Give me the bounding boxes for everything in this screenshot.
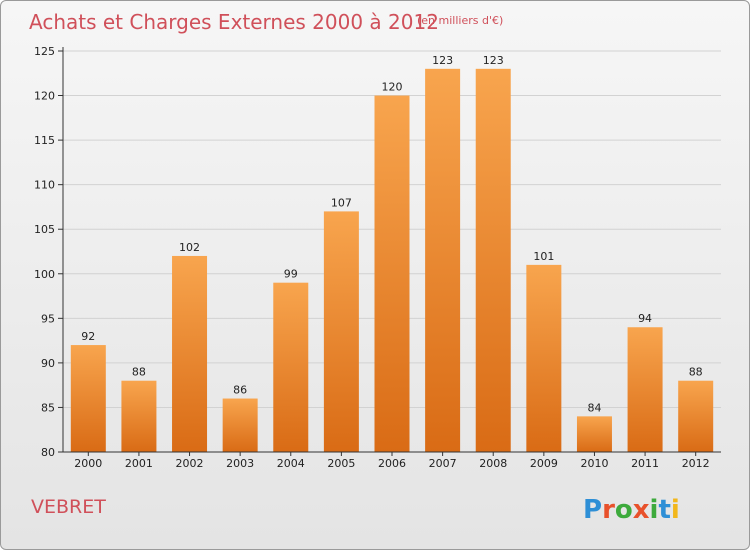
bar-2006 [374,95,410,453]
data-label-2007: 123 [432,54,453,67]
bars: 92 88 102 86 99 107 120 123 123 101 84 94 88 [70,54,714,453]
x-tick-label-2008: 2008 [479,457,507,470]
y-tick-label: 105 [34,223,55,236]
chart-subtitle: (en milliers d'€) [417,14,503,27]
data-label-2008: 123 [483,54,504,67]
place-label: VEBRET [31,496,106,518]
data-label-2010: 84 [587,401,601,414]
y-tick-label: 120 [34,90,55,103]
y-tick-label: 110 [34,179,55,192]
data-label-2011: 94 [638,312,652,325]
bar-2010 [576,416,612,452]
y-tick-label: 125 [34,45,55,58]
logo-letter: P [583,495,602,525]
bar-2007 [425,68,461,453]
data-label-2000: 92 [81,330,95,343]
y-tick-label: 85 [41,401,55,414]
logo-letter: i [671,495,680,525]
bar-2003 [222,398,258,452]
data-label-2006: 120 [382,81,403,94]
proxiti-logo: Proxiti [583,495,680,525]
bar-2008 [475,68,511,453]
axes: 80 85 90 95 100 105 110 115 120 125 2000 2001 2002 20… [34,45,721,470]
bar-2011 [627,327,663,452]
y-tick-label: 95 [41,312,55,325]
y-tick-label: 90 [41,357,55,370]
bar-2009 [526,264,562,452]
x-tick-label-2006: 2006 [378,457,406,470]
data-label-2003: 86 [233,384,247,397]
x-tick-label-2000: 2000 [74,457,102,470]
data-label-2005: 107 [331,196,352,209]
bar-2005 [323,211,359,452]
x-tick-label-2010: 2010 [580,457,608,470]
x-tick-label-2011: 2011 [631,457,659,470]
x-tick-label-2005: 2005 [327,457,355,470]
x-tick-label-2002: 2002 [176,457,204,470]
chart-title: Achats et Charges Externes 2000 à 2012 [29,10,439,34]
data-label-2002: 102 [179,241,200,254]
data-label-2012: 88 [689,366,703,379]
x-tick-label-2007: 2007 [429,457,457,470]
bar-2000 [70,345,106,452]
bar-2001 [121,380,157,452]
logo-letter: i [650,495,659,525]
logo-letter: t [658,495,670,525]
logo-letter: r [602,495,615,525]
data-label-2001: 88 [132,366,146,379]
bar-2012 [678,380,714,452]
y-tick-label: 100 [34,268,55,281]
logo-letter: x [633,495,650,525]
x-tick-label-2012: 2012 [682,457,710,470]
y-tick-label: 115 [34,134,55,147]
x-tick-label-2009: 2009 [530,457,558,470]
x-tick-label-2004: 2004 [277,457,305,470]
y-tick-label: 80 [41,446,55,459]
data-label-2004: 99 [284,268,298,281]
x-tick-label-2001: 2001 [125,457,153,470]
bar-2004 [273,282,309,452]
bar-2002 [172,255,208,452]
x-tick-label-2003: 2003 [226,457,254,470]
logo-letter: o [615,495,633,525]
data-label-2009: 101 [533,250,554,263]
